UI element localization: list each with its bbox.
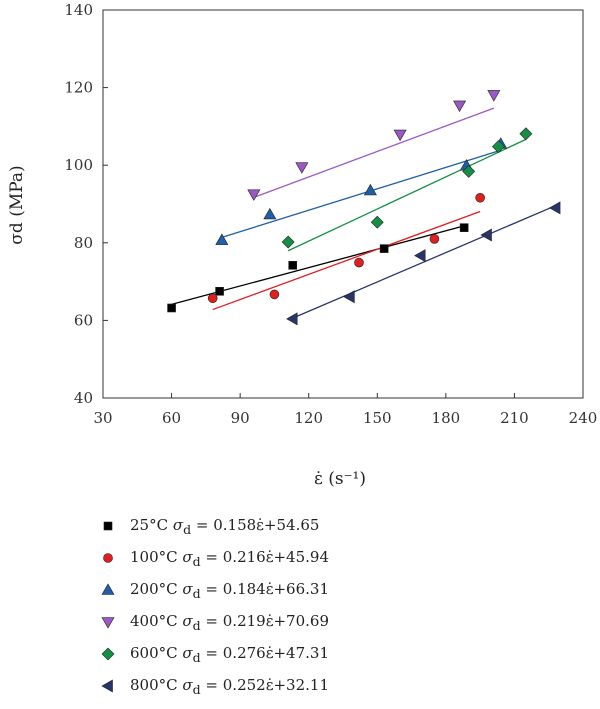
axes: 30 60 90 120 150 180 210 240 40 60 80 100 120 140 [64, 1, 597, 427]
data-point-s2-2 [363, 183, 377, 196]
data-point-s3-0 [247, 189, 261, 201]
y-tick-label: 60 [74, 311, 93, 329]
legend-label: 600°C σd = 0.276ε̇+47.31 [130, 643, 329, 665]
data-point-s2-0 [215, 233, 229, 245]
data-point-s5-3 [480, 228, 492, 242]
data-point-s1-0 [207, 293, 218, 304]
data-point-s5-2 [414, 249, 426, 263]
x-tick-label: 30 [93, 409, 112, 427]
legend-marker-shape [103, 553, 113, 563]
data-point-s5-0 [286, 312, 298, 326]
legend-entry: 100°C σd = 0.216ε̇+45.94 [100, 542, 580, 574]
data-point-s0-4 [459, 223, 469, 232]
x-tick-label: 210 [500, 409, 529, 427]
legend-marker-icon [101, 583, 115, 595]
legend-marker-icon [101, 647, 115, 661]
y-tick-label: 140 [64, 1, 93, 19]
legend-marker-shape [101, 583, 115, 595]
data-point-s5-4 [548, 201, 561, 215]
legend-entry: 25°C σd = 0.158ε̇+54.65 [100, 510, 580, 542]
legend-label: 200°C σd = 0.184ε̇+66.31 [130, 579, 329, 601]
data-point-s3-2 [393, 129, 407, 142]
x-tick-label: 90 [231, 409, 250, 427]
data-point-s4-1 [370, 215, 384, 229]
legend-marker-icon [101, 617, 115, 629]
x-tick-label: 120 [294, 409, 323, 427]
data-point-s4-2 [462, 164, 476, 178]
data-point-s4-4 [519, 127, 533, 141]
x-tick-label: 180 [432, 409, 461, 427]
legend-marker-shape [101, 617, 115, 629]
data-point-s3-4 [487, 90, 501, 102]
legend-marker-icon [101, 679, 113, 693]
data-point-s5-1 [343, 290, 355, 304]
legend-marker-shape [101, 647, 115, 661]
y-tick-label: 120 [64, 79, 93, 97]
data-point-s0-1 [215, 286, 224, 296]
y-tick-label: 100 [64, 156, 93, 174]
legend-label: 400°C σd = 0.219ε̇+70.69 [130, 611, 329, 633]
y-tick-label: 80 [74, 234, 93, 252]
data-point-s0-0 [167, 303, 176, 313]
data-point-s2-1 [263, 207, 277, 220]
legend-entry: 800°C σd = 0.252ε̇+32.11 [100, 670, 580, 702]
y-tick-label: 40 [74, 389, 93, 407]
legend-marker-shape [101, 679, 113, 693]
x-tick-label: 150 [363, 409, 392, 427]
legend: 25°C σd = 0.158ε̇+54.65 100°C σd = 0.216ε… [100, 510, 580, 702]
data-point-s3-1 [295, 162, 309, 174]
x-tick-label: 60 [162, 409, 181, 427]
legend-marker-icon [103, 553, 113, 563]
legend-label: 25°C σd = 0.158ε̇+54.65 [130, 515, 320, 537]
data-point-s4-0 [281, 235, 295, 249]
legend-label: 800°C σd = 0.252ε̇+32.11 [130, 675, 329, 697]
fit-line-2 [221, 149, 501, 238]
legend-marker-shape [103, 521, 113, 531]
x-axis-title: ε̇ (s⁻¹) [314, 469, 366, 489]
fit-line-4 [287, 138, 527, 252]
x-tick-label: 240 [569, 409, 598, 427]
legend-entry: 200°C σd = 0.184ε̇+66.31 [100, 574, 580, 606]
data-point-s1-1 [269, 289, 280, 300]
data-point-s4-3 [492, 140, 505, 154]
data-point-s3-3 [453, 100, 467, 113]
legend-entry: 400°C σd = 0.219ε̇+70.69 [100, 606, 580, 638]
data-point-s1-4 [475, 192, 485, 203]
y-axis-title: σd (MPa) [7, 165, 27, 244]
legend-entry: 600°C σd = 0.276ε̇+47.31 [100, 638, 580, 670]
data-point-s1-3 [429, 234, 440, 244]
data-point-s1-2 [354, 257, 364, 268]
fit-lines [171, 107, 556, 319]
plot-frame [102, 9, 584, 399]
fit-line-1 [212, 210, 481, 311]
fit-line-5 [292, 205, 556, 319]
legend-marker-icon [103, 521, 113, 531]
fit-line-3 [253, 107, 495, 198]
data-point-s0-2 [288, 261, 298, 270]
legend-label: 100°C σd = 0.216ε̇+45.94 [130, 547, 329, 569]
data-point-s0-3 [379, 244, 389, 253]
data-points [167, 90, 561, 326]
